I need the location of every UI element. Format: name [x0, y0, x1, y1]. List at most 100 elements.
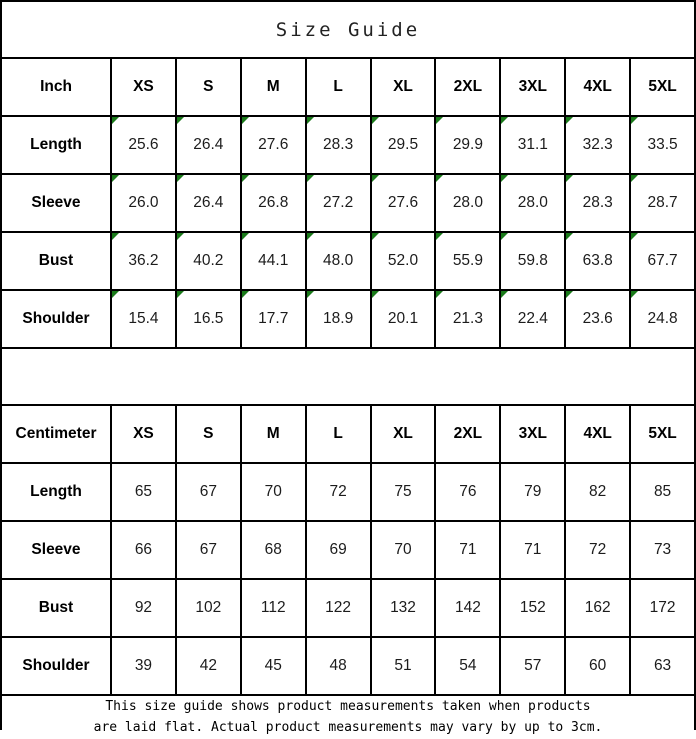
measurement-cell: 70 [241, 464, 307, 520]
measurement-cell: 67 [176, 522, 242, 578]
measurement-cell: 26.4 [176, 117, 242, 173]
measurement-cell: 72 [566, 522, 632, 578]
measurement-value: 39 [134, 657, 153, 674]
measurement-cell: 75 [371, 464, 437, 520]
corner-triangle-icon [306, 291, 314, 298]
corner-triangle-icon [241, 117, 249, 124]
corner-triangle-icon [501, 117, 509, 124]
measurement-value: 76 [459, 483, 477, 500]
measurement-cell: 92 [112, 580, 177, 636]
measurement-value: 36.2 [128, 252, 159, 269]
measurement-cell: 17.7 [241, 291, 307, 347]
measurement-cell: 60 [566, 638, 632, 694]
table-header-row: Inch XS S M L XL 2XL 3XL 4XL 5XL [2, 59, 695, 117]
measurement-cell: 29.9 [436, 117, 502, 173]
measurement-cell: 73 [631, 522, 695, 578]
measurement-cell: 65 [112, 464, 177, 520]
measurement-cell: 69 [306, 522, 372, 578]
measurement-value: 29.9 [452, 136, 483, 153]
measurement-value: 26.0 [128, 194, 159, 211]
measurement-cell: 67 [176, 464, 242, 520]
measurement-value: 26.4 [193, 194, 224, 211]
corner-triangle-icon [112, 291, 119, 298]
measurement-cell: 28.3 [566, 175, 632, 231]
measurement-cell: 122 [306, 580, 372, 636]
measurement-cell: 70 [371, 522, 437, 578]
measurement-value: 102 [195, 599, 222, 616]
measurement-cell: 63.8 [566, 233, 632, 289]
table-row: Sleeve 66 67 68 69 70 71 71 72 73 [2, 522, 695, 580]
corner-triangle-icon [176, 233, 184, 240]
measurement-value: 32.3 [582, 136, 613, 153]
measurement-cell: 42 [176, 638, 242, 694]
measurement-value: 31.1 [517, 136, 548, 153]
measurement-cell: 36.2 [112, 233, 177, 289]
measurement-value: 70 [264, 483, 282, 500]
measurement-value: 26.4 [193, 136, 224, 153]
table-row: Shoulder 39 42 45 48 51 54 57 60 63 [2, 638, 695, 696]
measurement-value: 29.5 [387, 136, 419, 153]
measurement-value: 82 [589, 483, 607, 500]
measurement-value: 122 [325, 599, 352, 616]
unit-header-cell: Centimeter [2, 406, 112, 462]
measurement-cell: 152 [501, 580, 567, 636]
measurement-value: 162 [584, 599, 611, 616]
measurement-value: 67 [199, 483, 217, 500]
centimeter-table: Centimeter XS S M L XL 2XL 3XL 4XL 5XL Length 65 67 7… [2, 406, 695, 696]
measurement-value: 55.9 [452, 252, 483, 269]
measurement-cell: 18.9 [306, 291, 372, 347]
measurement-value: 67.7 [647, 252, 678, 269]
corner-triangle-icon [436, 175, 444, 182]
measurement-value: 42 [199, 657, 217, 674]
measurement-value: 17.7 [258, 310, 289, 327]
measurement-value: 57 [524, 657, 542, 674]
measurement-cell: 172 [631, 580, 695, 636]
size-header-cell-m: M [241, 406, 307, 462]
corner-triangle-icon [176, 291, 184, 298]
measurement-cell: 54 [436, 638, 502, 694]
measurement-cell: 48.0 [306, 233, 372, 289]
measurement-cell: 21.3 [436, 291, 502, 347]
measurement-cell: 45 [241, 638, 307, 694]
measurement-cell: 26.8 [241, 175, 307, 231]
measurement-value: 48 [329, 657, 347, 674]
corner-triangle-icon [306, 233, 314, 240]
table-row: Length 25.6 26.4 27.6 28.3 29.5 29.9 31.1 32.3 33… [2, 117, 695, 175]
corner-triangle-icon [112, 175, 119, 182]
measurement-value: 71 [524, 541, 542, 558]
corner-triangle-icon [371, 291, 379, 298]
corner-triangle-icon [371, 233, 379, 240]
corner-triangle-icon [112, 233, 119, 240]
measurement-cell: 57 [501, 638, 567, 694]
measurement-cell: 27.6 [241, 117, 307, 173]
measurement-cell: 52.0 [371, 233, 437, 289]
measurement-value: 75 [394, 483, 412, 500]
measurement-cell: 27.6 [371, 175, 437, 231]
size-header-cell-5xl: 5XL [631, 59, 695, 115]
measurement-value: 79 [524, 483, 542, 500]
measurement-cell: 15.4 [112, 291, 177, 347]
measurement-cell: 51 [371, 638, 437, 694]
table-header-row: Centimeter XS S M L XL 2XL 3XL 4XL 5XL [2, 406, 695, 464]
table-spacer-row [2, 349, 694, 406]
measurement-value: 22.4 [517, 310, 548, 327]
corner-triangle-icon [436, 117, 444, 124]
measurement-value: 152 [519, 599, 546, 616]
measurement-value: 33.5 [647, 136, 678, 153]
measurement-cell: 22.4 [501, 291, 567, 347]
measurement-cell: 63 [631, 638, 695, 694]
table-row: Shoulder 15.4 16.5 17.7 18.9 20.1 21.3 22.4 23.6… [2, 291, 695, 349]
measurement-value: 18.9 [323, 310, 354, 327]
measurement-value: 16.5 [193, 310, 224, 327]
corner-triangle-icon [631, 117, 639, 124]
corner-triangle-icon [112, 117, 119, 124]
measurement-cell: 48 [306, 638, 372, 694]
measurement-label-length: Length [2, 464, 112, 520]
table-row: Sleeve 26.0 26.4 26.8 27.2 27.6 28.0 28.0 28.3 28… [2, 175, 695, 233]
measurement-value: 26.8 [258, 194, 289, 211]
measurement-value: 44.1 [258, 252, 289, 269]
page-title: Size Guide [275, 18, 421, 41]
measurement-cell: 142 [436, 580, 502, 636]
size-header-cell-xs: XS [112, 406, 177, 462]
